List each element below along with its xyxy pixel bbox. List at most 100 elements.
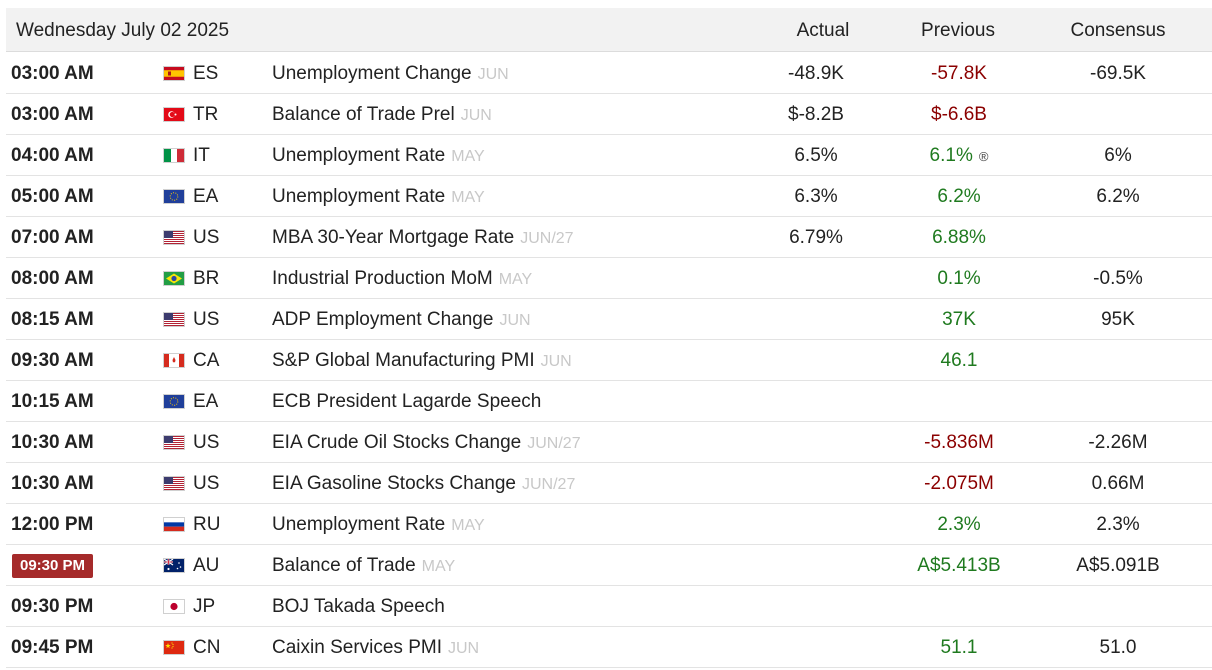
country-code: CA [193, 350, 220, 371]
event-name-link[interactable]: Unemployment Rate MAY [272, 176, 485, 218]
header-consensus[interactable]: Consensus [1070, 20, 1166, 41]
event-time: 08:15 AM [11, 309, 94, 330]
table-row[interactable]: 09:30 PM JP BOJ Takada Speech [6, 586, 1212, 627]
table-row[interactable]: 08:00 AM BR Industrial Production MoM MAY 0.… [6, 258, 1212, 299]
previous-value-text: 6.88% [932, 227, 986, 248]
event-time: 05:00 AM [11, 186, 94, 207]
flag-cn-icon [163, 640, 185, 655]
actual-value: 6.3% [794, 186, 838, 207]
event-period: MAY [498, 271, 533, 288]
event-name: Unemployment Rate [272, 186, 446, 207]
calendar-rows: 03:00 AM ES Unemployment Change JUN -48.9K -5… [6, 53, 1212, 668]
event-name-link[interactable]: ECB President Lagarde Speech [272, 381, 541, 422]
previous-value-text: -57.8K [931, 63, 987, 84]
table-row[interactable]: 09:45 PM CN Caixin Services PMI JUN 51.1 51.0 [6, 627, 1212, 668]
previous-value-text: 51.1 [940, 637, 978, 658]
consensus-value: -69.5K [1090, 63, 1146, 84]
event-period: JUN [460, 107, 492, 124]
consensus-value: A$5.091B [1076, 555, 1160, 576]
event-name-link[interactable]: Unemployment Rate MAY [272, 135, 485, 177]
event-name: MBA 30-Year Mortgage Rate [272, 227, 515, 248]
event-name-link[interactable]: Balance of Trade MAY [272, 545, 455, 587]
previous-value: 37K [899, 299, 1019, 340]
table-row[interactable]: 03:00 AM TR Balance of Trade Prel JUN $-8.2B… [6, 94, 1212, 135]
previous-value-text: 0.1% [937, 268, 981, 289]
table-row[interactable]: 04:00 AM IT Unemployment Rate MAY 6.5% 6.1% ® 6… [6, 135, 1212, 176]
event-period: JUN/27 [520, 230, 574, 247]
table-row[interactable]: 09:30 AM CA S&P Global Manufacturing PMI JU… [6, 340, 1212, 381]
previous-value: 46.1 [899, 340, 1019, 381]
event-name-link[interactable]: EIA Crude Oil Stocks Change JUN/27 [272, 422, 581, 464]
event-name-link[interactable]: Unemployment Change JUN [272, 53, 509, 95]
country-code: JP [193, 596, 216, 617]
header-date: Wednesday July 02 2025 [16, 20, 230, 41]
event-name-link[interactable]: Industrial Production MoM MAY [272, 258, 532, 300]
event-name-link[interactable]: EIA Gasoline Stocks Change JUN/27 [272, 463, 575, 505]
consensus-value: 0.66M [1091, 473, 1145, 494]
country-code: TR [193, 104, 219, 125]
event-name-link[interactable]: BOJ Takada Speech [272, 586, 445, 627]
event-name-link[interactable]: Balance of Trade Prel JUN [272, 94, 492, 136]
previous-value-text: A$5.413B [917, 555, 1001, 576]
event-name: Balance of Trade Prel [272, 104, 455, 125]
country-code: AU [193, 555, 220, 576]
flag-es-icon [163, 66, 185, 81]
country-code: BR [193, 268, 220, 289]
previous-value: 6.2% [899, 176, 1019, 217]
event-period: JUN/27 [527, 435, 581, 452]
event-time: 03:00 AM [11, 63, 94, 84]
country-code: US [193, 432, 220, 453]
event-name-link[interactable]: Unemployment Rate MAY [272, 504, 485, 546]
table-row[interactable]: 10:30 AM US EIA Gasoline Stocks Change JUN/… [6, 463, 1212, 504]
table-row[interactable]: 05:00 AM EA Unemployment Rate MAY 6.3% 6.2% 6.… [6, 176, 1212, 217]
event-period: JUN/27 [521, 476, 576, 493]
event-name: ECB President Lagarde Speech [272, 391, 542, 412]
event-period: JUN [477, 66, 509, 83]
country-code: CN [193, 637, 221, 658]
previous-value-text: 6.1% [929, 145, 973, 166]
table-row[interactable]: 07:00 AM US MBA 30-Year Mortgage Rate JUN/2… [6, 217, 1212, 258]
country-code: IT [193, 145, 210, 166]
event-name-link[interactable]: Caixin Services PMI JUN [272, 627, 479, 669]
event-time: 08:00 AM [11, 268, 94, 289]
previous-value-text: -5.836M [924, 432, 994, 453]
event-time: 03:00 AM [11, 104, 94, 125]
table-row[interactable]: 09:30 PM AU Balance of Trade MAY A$5.413B A$5… [6, 545, 1212, 586]
event-time: 07:00 AM [11, 227, 94, 248]
event-time: 12:00 PM [11, 514, 94, 535]
header-previous[interactable]: Previous [921, 20, 995, 41]
event-name-link[interactable]: MBA 30-Year Mortgage Rate JUN/27 [272, 217, 574, 259]
country-code: US [193, 227, 220, 248]
event-period: MAY [451, 189, 485, 206]
actual-value: -48.9K [788, 63, 844, 84]
table-row[interactable]: 08:15 AM US ADP Employment Change JUN 37K 95K [6, 299, 1212, 340]
country-code: EA [193, 391, 219, 412]
revised-icon: ® [978, 149, 989, 164]
header-actual[interactable]: Actual [796, 20, 850, 41]
event-name: BOJ Takada Speech [272, 596, 445, 617]
flag-jp-icon [163, 599, 185, 614]
event-name-link[interactable]: S&P Global Manufacturing PMI JUN [272, 340, 572, 382]
country-code: RU [193, 514, 221, 535]
event-name: EIA Crude Oil Stocks Change [272, 432, 522, 453]
event-time: 09:30 PM [12, 554, 94, 578]
table-row[interactable]: 12:00 PM RU Unemployment Rate MAY 2.3% 2.3% [6, 504, 1212, 545]
previous-value: 6.88% [899, 217, 1019, 258]
event-name-link[interactable]: ADP Employment Change JUN [272, 299, 531, 341]
table-row[interactable]: 03:00 AM ES Unemployment Change JUN -48.9K -5… [6, 53, 1212, 94]
previous-value-text: -2.075M [924, 473, 994, 494]
flag-au-icon [163, 558, 185, 573]
table-row[interactable]: 10:30 AM US EIA Crude Oil Stocks Change JUN… [6, 422, 1212, 463]
table-row[interactable]: 10:15 AM EA ECB President Lagarde Speech [6, 381, 1212, 422]
event-period: MAY [451, 517, 485, 534]
flag-ea-icon [163, 394, 185, 409]
event-period: JUN [499, 312, 531, 329]
country-code: ES [193, 63, 219, 84]
event-name: ADP Employment Change [272, 309, 494, 330]
consensus-value: 6.2% [1096, 186, 1140, 207]
previous-value: -5.836M [899, 422, 1019, 463]
flag-it-icon [163, 148, 185, 163]
calendar-header: Wednesday July 02 2025 Actual Previous C… [6, 8, 1212, 52]
previous-value-text: 2.3% [937, 514, 981, 535]
country-code: EA [193, 186, 219, 207]
